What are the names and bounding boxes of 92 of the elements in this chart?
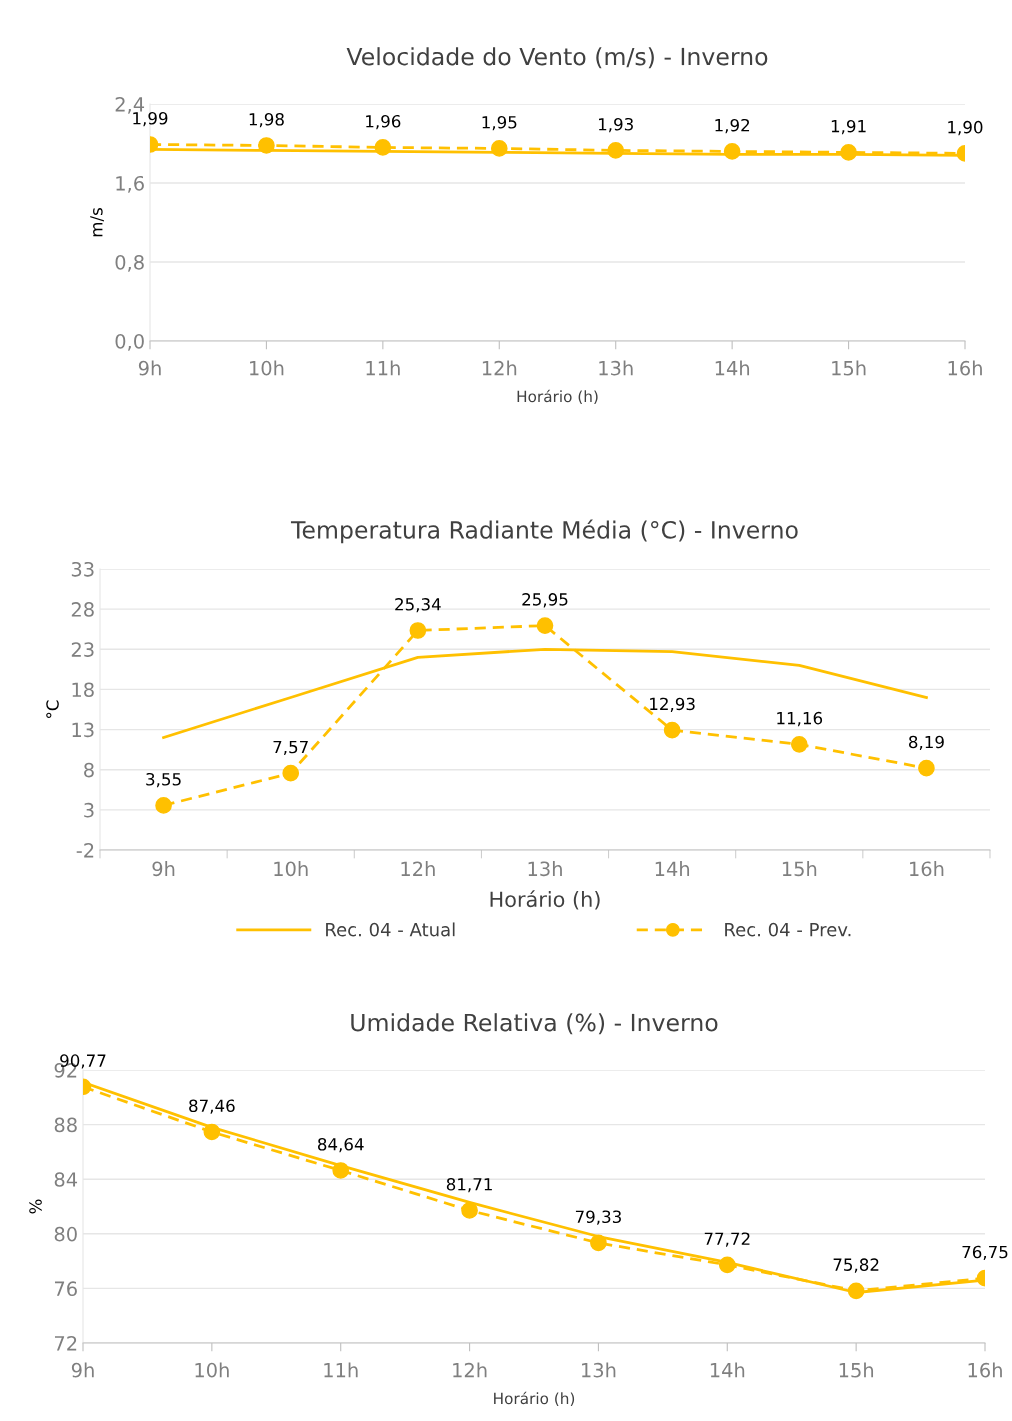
data-label: 76,75 [962,1245,1008,1260]
x-tick-label: 14h [655,861,690,876]
chart-title: Velocidade do Vento (m/s) - Inverno [346,47,768,69]
point [282,764,300,782]
x-tick-label: 9h [138,360,161,376]
data-label: 1,92 [715,118,750,134]
y-tick-label: 0,0 [115,333,144,351]
point [461,1202,478,1219]
x-tick-label: 9h [71,1362,94,1378]
point [374,139,392,156]
point [607,142,625,159]
x-axis-title: Horário (h) [494,1391,575,1406]
x-tick-label: 10h [195,1362,229,1378]
data-label: 1,95 [482,115,517,131]
data-label: 1,91 [831,119,866,135]
y-tick-label: 1,6 [116,175,144,193]
y-tick-label: 18 [72,682,94,698]
data-label: 1,96 [366,114,401,130]
x-tick-label: 15h [839,1362,874,1378]
y-tick-label: 88 [54,1117,77,1133]
point [258,137,275,154]
data-label: 75,82 [833,1258,879,1273]
y-tick-label: 2,4 [115,96,145,114]
y-tick-label: 13 [72,722,94,738]
x-axis-title: Horário (h) [517,389,598,404]
x-tick-label: 16h [910,861,944,877]
point [155,797,172,814]
y-tick-label: 3 [84,802,94,818]
data-label: 25,95 [522,593,568,608]
x-tick-label: 12h [453,1362,487,1378]
point [847,1282,865,1300]
point [332,1162,350,1179]
x-tick-label: 13h [599,360,633,376]
data-label: 12,93 [650,697,695,712]
data-label: 11,16 [777,711,823,727]
x-tick-label: 13h [528,861,562,877]
data-label: 79,33 [575,1210,621,1225]
point [723,143,741,160]
y-tick-label: 0,8 [115,254,144,272]
legend-label: Rec. 04 - Atual [326,922,455,937]
data-label: 81,71 [446,1177,492,1193]
y-tick-label: 23 [71,642,94,657]
data-label: 1,99 [133,111,168,127]
data-label: 1,93 [598,117,633,133]
y-tick-label: 84 [54,1172,78,1187]
data-label: 77,72 [704,1232,750,1247]
point [490,140,508,157]
data-label: 84,64 [317,1137,364,1153]
y-tick-label: 33 [71,561,94,577]
data-label: 7,57 [273,740,308,755]
x-tick-label: 14h [710,1362,745,1378]
point [409,622,427,639]
data-label: 25,34 [395,598,441,613]
point [790,736,808,753]
x-tick-label: 13h [582,1362,616,1378]
data-label: 1,90 [948,120,983,136]
x-tick-label: 14h [715,360,750,376]
x-tick-label: 16h [948,360,982,376]
x-tick-label: 10h [274,861,308,877]
chart-title: Umidade Relativa (%) - Inverno [351,1013,718,1035]
y-tick-label: 72 [54,1335,77,1351]
point [840,144,857,161]
x-tick-label: 16h [968,1362,1002,1378]
point [536,617,554,634]
y-tick-label: 8 [84,762,94,778]
data-label: 3,55 [146,772,181,788]
point [918,759,935,777]
y-tick-label: 28 [71,602,94,617]
x-tick-label: 11h [366,360,400,376]
data-label: 8,19 [909,735,944,750]
y-axis-title: °C [46,700,59,718]
x-tick-label: 12h [482,360,517,376]
y-axis-title: m/s [90,208,104,237]
x-tick-label: 12h [401,861,435,876]
point [590,1234,607,1252]
x-tick-label: 15h [832,360,866,376]
x-tick-label: 9h [152,861,175,877]
y-tick-label: -2 [76,842,94,858]
y-axis-title: % [29,1199,42,1214]
legend-label: Rec. 04 - Prev. [725,922,851,937]
point [203,1123,221,1141]
y-tick-label: 80 [54,1226,77,1242]
data-label: 1,98 [249,112,284,128]
chart-title: Temperatura Radiante Média (°C) - Inverno [290,519,798,544]
point [718,1256,736,1274]
y-tick-label: 76 [54,1281,77,1297]
x-tick-label: 15h [782,861,817,877]
x-axis-title: Horário (h) [490,890,600,910]
x-tick-label: 10h [250,360,284,376]
point [663,721,681,739]
x-tick-label: 11h [324,1362,358,1378]
data-label: 87,46 [189,1099,235,1114]
